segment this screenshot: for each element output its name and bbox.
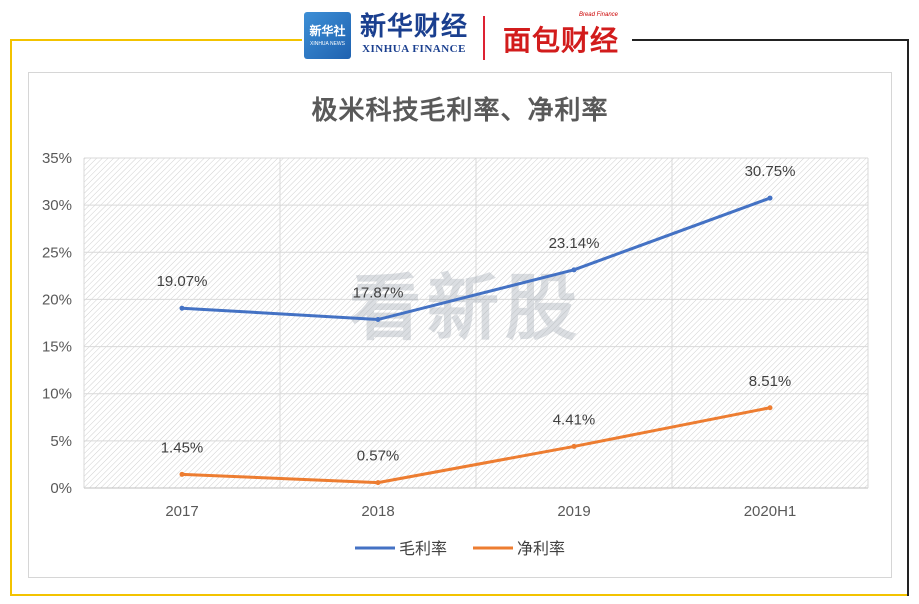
series-line-1 — [180, 196, 772, 322]
data-point — [571, 443, 577, 449]
data-point — [767, 195, 773, 201]
legend-label: 净利率 — [517, 539, 565, 558]
data-label: 23.14% — [549, 235, 600, 252]
y-tick-label: 35% — [42, 150, 72, 167]
data-label: 19.07% — [157, 273, 208, 290]
xinhua-news-logo-en: XINHUA NEWS — [309, 40, 345, 47]
x-tick-label: 2017 — [165, 503, 198, 520]
data-point — [179, 305, 185, 311]
legend-label: 毛利率 — [399, 539, 447, 558]
y-tick-label: 10% — [42, 386, 72, 403]
data-point — [767, 405, 773, 411]
x-tick-label: 2019 — [557, 503, 590, 520]
logo-separator — [483, 16, 485, 60]
xinhua-finance-logo: 新华财经 XINHUA FINANCE — [358, 12, 470, 62]
xinhua-news-logo-cn: 新华社 — [309, 23, 346, 38]
y-tick-label: 0% — [50, 480, 72, 497]
frame-right-line — [907, 39, 909, 596]
y-tick-label: 30% — [42, 197, 72, 214]
data-point — [375, 317, 381, 323]
frame-top-left-line — [10, 39, 302, 41]
watermark-text: 看新股 — [349, 266, 583, 350]
chart-title: 极米科技毛利率、净利率 — [311, 96, 609, 126]
frame-left-line — [10, 39, 12, 596]
y-tick-label: 15% — [42, 339, 72, 356]
data-label: 0.57% — [357, 448, 400, 465]
x-tick-label: 2020H1 — [744, 503, 797, 520]
xinhua-news-logo: 新华社 XINHUA NEWS — [304, 12, 351, 59]
data-label: 1.45% — [161, 439, 204, 456]
xinhua-finance-logo-en: XINHUA FINANCE — [362, 43, 466, 55]
data-label: 17.87% — [353, 285, 404, 302]
bread-finance-logo-cn: 面包财经 — [502, 24, 619, 57]
series-line-2 — [180, 406, 772, 485]
y-tick-label: 20% — [42, 291, 72, 308]
chart-area-border — [28, 72, 892, 578]
data-label: 4.41% — [553, 411, 596, 428]
x-tick-label: 2018 — [361, 503, 394, 520]
bread-finance-logo: Bread Finance 面包财经 — [500, 12, 622, 62]
data-label: 8.51% — [749, 373, 792, 390]
data-point — [571, 267, 577, 273]
data-label: 30.75% — [745, 163, 796, 180]
frame-bottom-line — [10, 594, 909, 596]
xinhua-finance-logo-cn: 新华财经 — [359, 12, 468, 42]
bread-finance-logo-en: Bread Finance — [578, 12, 618, 18]
y-tick-label: 25% — [42, 244, 72, 261]
data-point — [375, 480, 381, 486]
frame-top-right-line — [632, 39, 909, 41]
data-point — [179, 471, 185, 477]
y-tick-label: 5% — [50, 433, 72, 450]
